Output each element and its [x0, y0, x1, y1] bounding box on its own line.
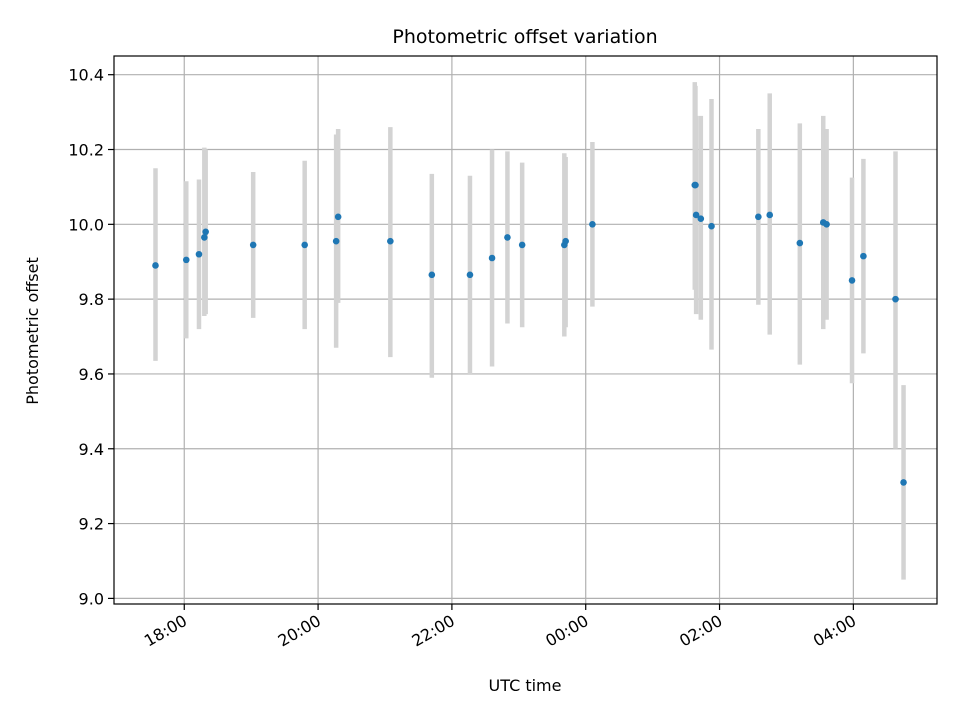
plot-area: 9.0 9.2 9.4 9.6 9.8 10.0 10.2 10.4 18:00 20:00 22:… [68, 55, 938, 651]
data-point [708, 222, 715, 230]
data-point [692, 181, 699, 189]
data-point [202, 228, 209, 236]
y-tick-label: 9.0 [79, 589, 104, 608]
data-point [195, 250, 203, 258]
data-point [387, 237, 394, 245]
x-tick-label: 20:00 [275, 611, 324, 651]
x-tick-label: 22:00 [408, 611, 457, 651]
x-tick-label: 00:00 [542, 611, 591, 651]
data-point [249, 241, 257, 249]
chart-title: Photometric offset variation [392, 26, 657, 48]
x-tick-label: 04:00 [810, 611, 859, 651]
y-tick-label: 10.4 [68, 66, 104, 85]
data-point [428, 271, 436, 279]
y-tick-label: 9.4 [79, 440, 104, 459]
data-point [900, 479, 907, 486]
axes-frame [113, 55, 938, 605]
data-point [334, 213, 342, 221]
x-tick-label: 02:00 [676, 611, 725, 651]
data-point [796, 239, 804, 247]
data-point [332, 237, 340, 245]
data-point [466, 271, 474, 279]
data-point [755, 213, 762, 221]
data-point [152, 262, 159, 269]
data-point [766, 211, 774, 219]
data-point [892, 295, 899, 303]
y-tick-label: 9.8 [79, 290, 104, 309]
data-point [201, 234, 208, 241]
y-tick-label: 9.6 [79, 365, 104, 384]
y-tick-label: 9.2 [79, 515, 104, 534]
x-axis-label: UTC time [489, 676, 562, 695]
data-point [518, 241, 526, 249]
data-point [488, 254, 496, 262]
data-point [589, 221, 596, 228]
data-point [504, 234, 511, 241]
data-point [182, 256, 190, 264]
y-tick-label: 10.2 [68, 141, 104, 160]
x-tick-label: 18:00 [141, 611, 190, 651]
y-axis-label: Photometric offset [23, 257, 42, 405]
data-point [823, 221, 830, 228]
data-point [301, 241, 308, 249]
data-point [860, 252, 867, 260]
data-point [692, 211, 700, 219]
data-point [848, 277, 856, 284]
data-point [562, 237, 569, 245]
data-point [697, 215, 705, 223]
y-tick-label: 10.0 [68, 215, 104, 234]
